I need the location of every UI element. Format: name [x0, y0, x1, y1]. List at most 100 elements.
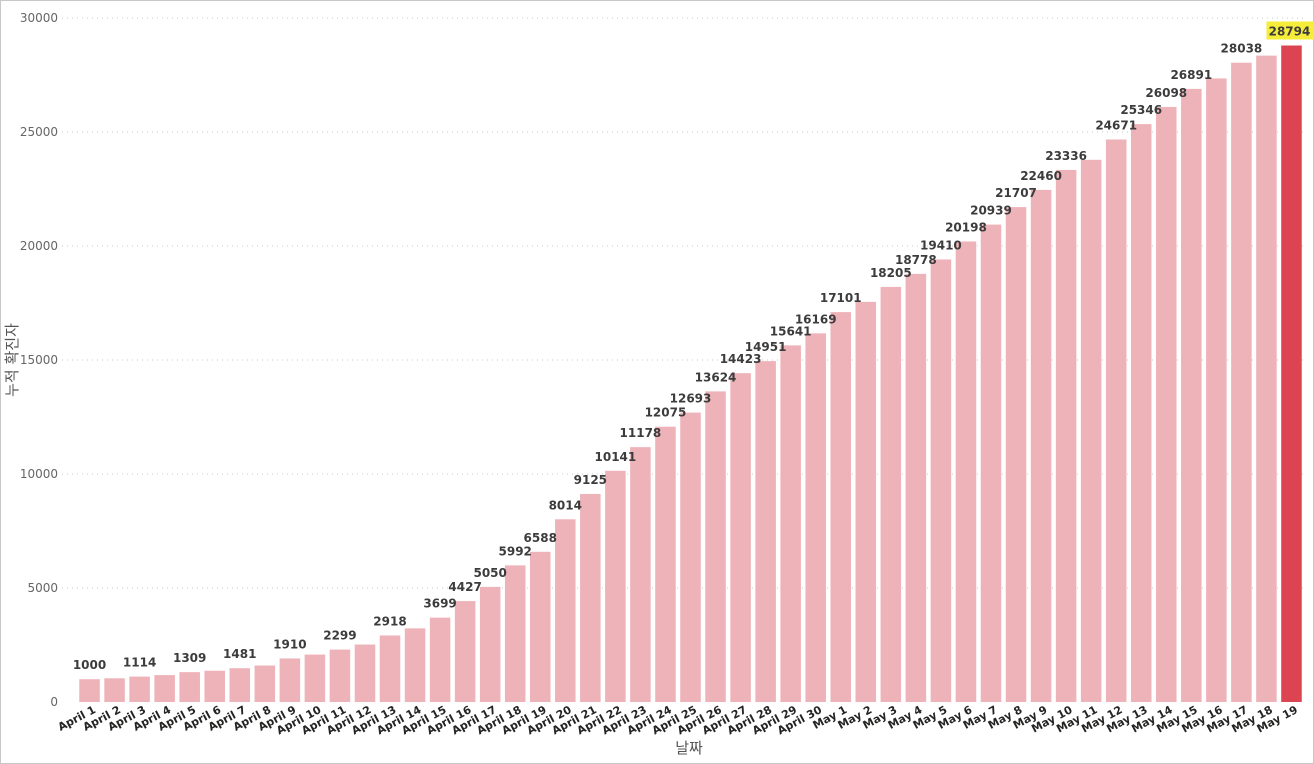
- bar[interactable]: [1080, 159, 1102, 703]
- y-tick-label: 0: [50, 695, 58, 709]
- data-label: 22460: [1020, 169, 1062, 183]
- bar[interactable]: [504, 565, 526, 702]
- data-label: 28794: [1269, 24, 1311, 38]
- data-label: 24671: [1095, 119, 1137, 133]
- bar[interactable]: [229, 668, 251, 702]
- bar[interactable]: [254, 665, 276, 702]
- highlight-label-background: [1266, 21, 1314, 40]
- bar[interactable]: [805, 333, 826, 702]
- bar[interactable]: [129, 676, 150, 702]
- data-label: 14951: [745, 340, 787, 354]
- data-label: 8014: [549, 498, 582, 512]
- data-label: 12693: [670, 392, 712, 406]
- data-labels: 1000 1114 1309 1481 1910 2299 2918 3699 44275050…: [73, 21, 1314, 672]
- data-label: 3699: [423, 597, 456, 611]
- bar[interactable]: [1206, 78, 1227, 703]
- data-label: 16169: [795, 312, 837, 326]
- bar[interactable]: [780, 345, 801, 702]
- data-label: 5992: [499, 544, 532, 558]
- data-label: 1910: [273, 637, 306, 651]
- data-label: 17101: [820, 291, 862, 305]
- data-label: 21707: [995, 186, 1037, 200]
- y-tick-label: 30000: [20, 11, 58, 25]
- bar[interactable]: [880, 286, 902, 702]
- bar[interactable]: [930, 259, 952, 702]
- bar[interactable]: [354, 644, 376, 702]
- y-tick-label: 20000: [20, 239, 58, 253]
- bar[interactable]: [680, 412, 701, 702]
- data-label: 4427: [448, 580, 481, 594]
- bar[interactable]: [1105, 139, 1127, 702]
- bar[interactable]: [705, 391, 726, 702]
- data-label: 14423: [720, 352, 762, 366]
- data-label: 26098: [1145, 86, 1187, 100]
- data-label: 23336: [1045, 149, 1087, 163]
- bar[interactable]: [855, 301, 877, 702]
- data-label: 2918: [373, 614, 406, 628]
- bar[interactable]: [304, 654, 326, 702]
- bar[interactable]: [980, 224, 1002, 702]
- bar[interactable]: [179, 672, 200, 702]
- bar[interactable]: [1130, 124, 1152, 702]
- bar-highlighted[interactable]: [1281, 45, 1302, 702]
- bar[interactable]: [1256, 55, 1277, 703]
- bar[interactable]: [529, 551, 551, 702]
- bar[interactable]: [555, 519, 576, 702]
- bar[interactable]: [279, 658, 301, 702]
- bar[interactable]: [830, 312, 852, 702]
- bar[interactable]: [755, 361, 776, 702]
- data-label: 19410: [920, 238, 962, 252]
- y-tick-label: 10000: [20, 467, 58, 481]
- x-axis-title: 날짜: [675, 739, 703, 757]
- y-tick-label: 15000: [20, 353, 58, 367]
- data-label: 15641: [770, 324, 812, 338]
- data-label: 13624: [695, 370, 737, 384]
- bar[interactable]: [605, 470, 626, 702]
- bar[interactable]: [479, 586, 501, 702]
- data-label: 20939: [970, 204, 1012, 218]
- bar[interactable]: [429, 617, 451, 702]
- data-label: 12075: [645, 406, 687, 420]
- bar[interactable]: [154, 675, 175, 702]
- bar[interactable]: [630, 447, 651, 702]
- bar[interactable]: [1030, 189, 1052, 703]
- bar[interactable]: [79, 679, 100, 702]
- bar[interactable]: [379, 635, 401, 702]
- data-label: 10141: [595, 450, 637, 464]
- bar[interactable]: [329, 649, 351, 702]
- bar[interactable]: [104, 678, 125, 702]
- data-label: 26891: [1170, 68, 1212, 82]
- data-label: 5050: [473, 566, 506, 580]
- bar[interactable]: [1231, 62, 1252, 703]
- y-tick-label: 25000: [20, 125, 58, 139]
- bar[interactable]: [1005, 207, 1027, 703]
- bar[interactable]: [1181, 88, 1202, 703]
- bar[interactable]: [655, 426, 676, 702]
- bar[interactable]: [955, 241, 977, 702]
- bar[interactable]: [1156, 106, 1177, 703]
- y-axis-ticks: 0 5000 10000 15000 20000 25000 30000: [20, 11, 58, 709]
- data-label: 1114: [123, 656, 156, 670]
- data-label: 2299: [323, 629, 356, 643]
- bar[interactable]: [1055, 169, 1077, 702]
- data-label: 11178: [620, 426, 662, 440]
- data-label: 18205: [870, 266, 912, 280]
- data-label: 6588: [524, 531, 557, 545]
- data-label: 9125: [574, 473, 607, 487]
- data-label: 18778: [895, 253, 937, 267]
- data-label: 25346: [1120, 103, 1162, 117]
- bar[interactable]: [730, 373, 751, 702]
- data-label: 28038: [1221, 42, 1263, 56]
- bar[interactable]: [204, 670, 225, 702]
- data-label: 1481: [223, 647, 256, 661]
- bar[interactable]: [404, 628, 426, 702]
- data-label: 20198: [945, 220, 987, 234]
- bar[interactable]: [454, 601, 476, 702]
- data-label: 1000: [73, 658, 106, 672]
- y-axis-title: 누적 확진자: [3, 323, 21, 397]
- bars: [79, 45, 1302, 703]
- bar[interactable]: [580, 493, 601, 702]
- bar[interactable]: [905, 273, 927, 702]
